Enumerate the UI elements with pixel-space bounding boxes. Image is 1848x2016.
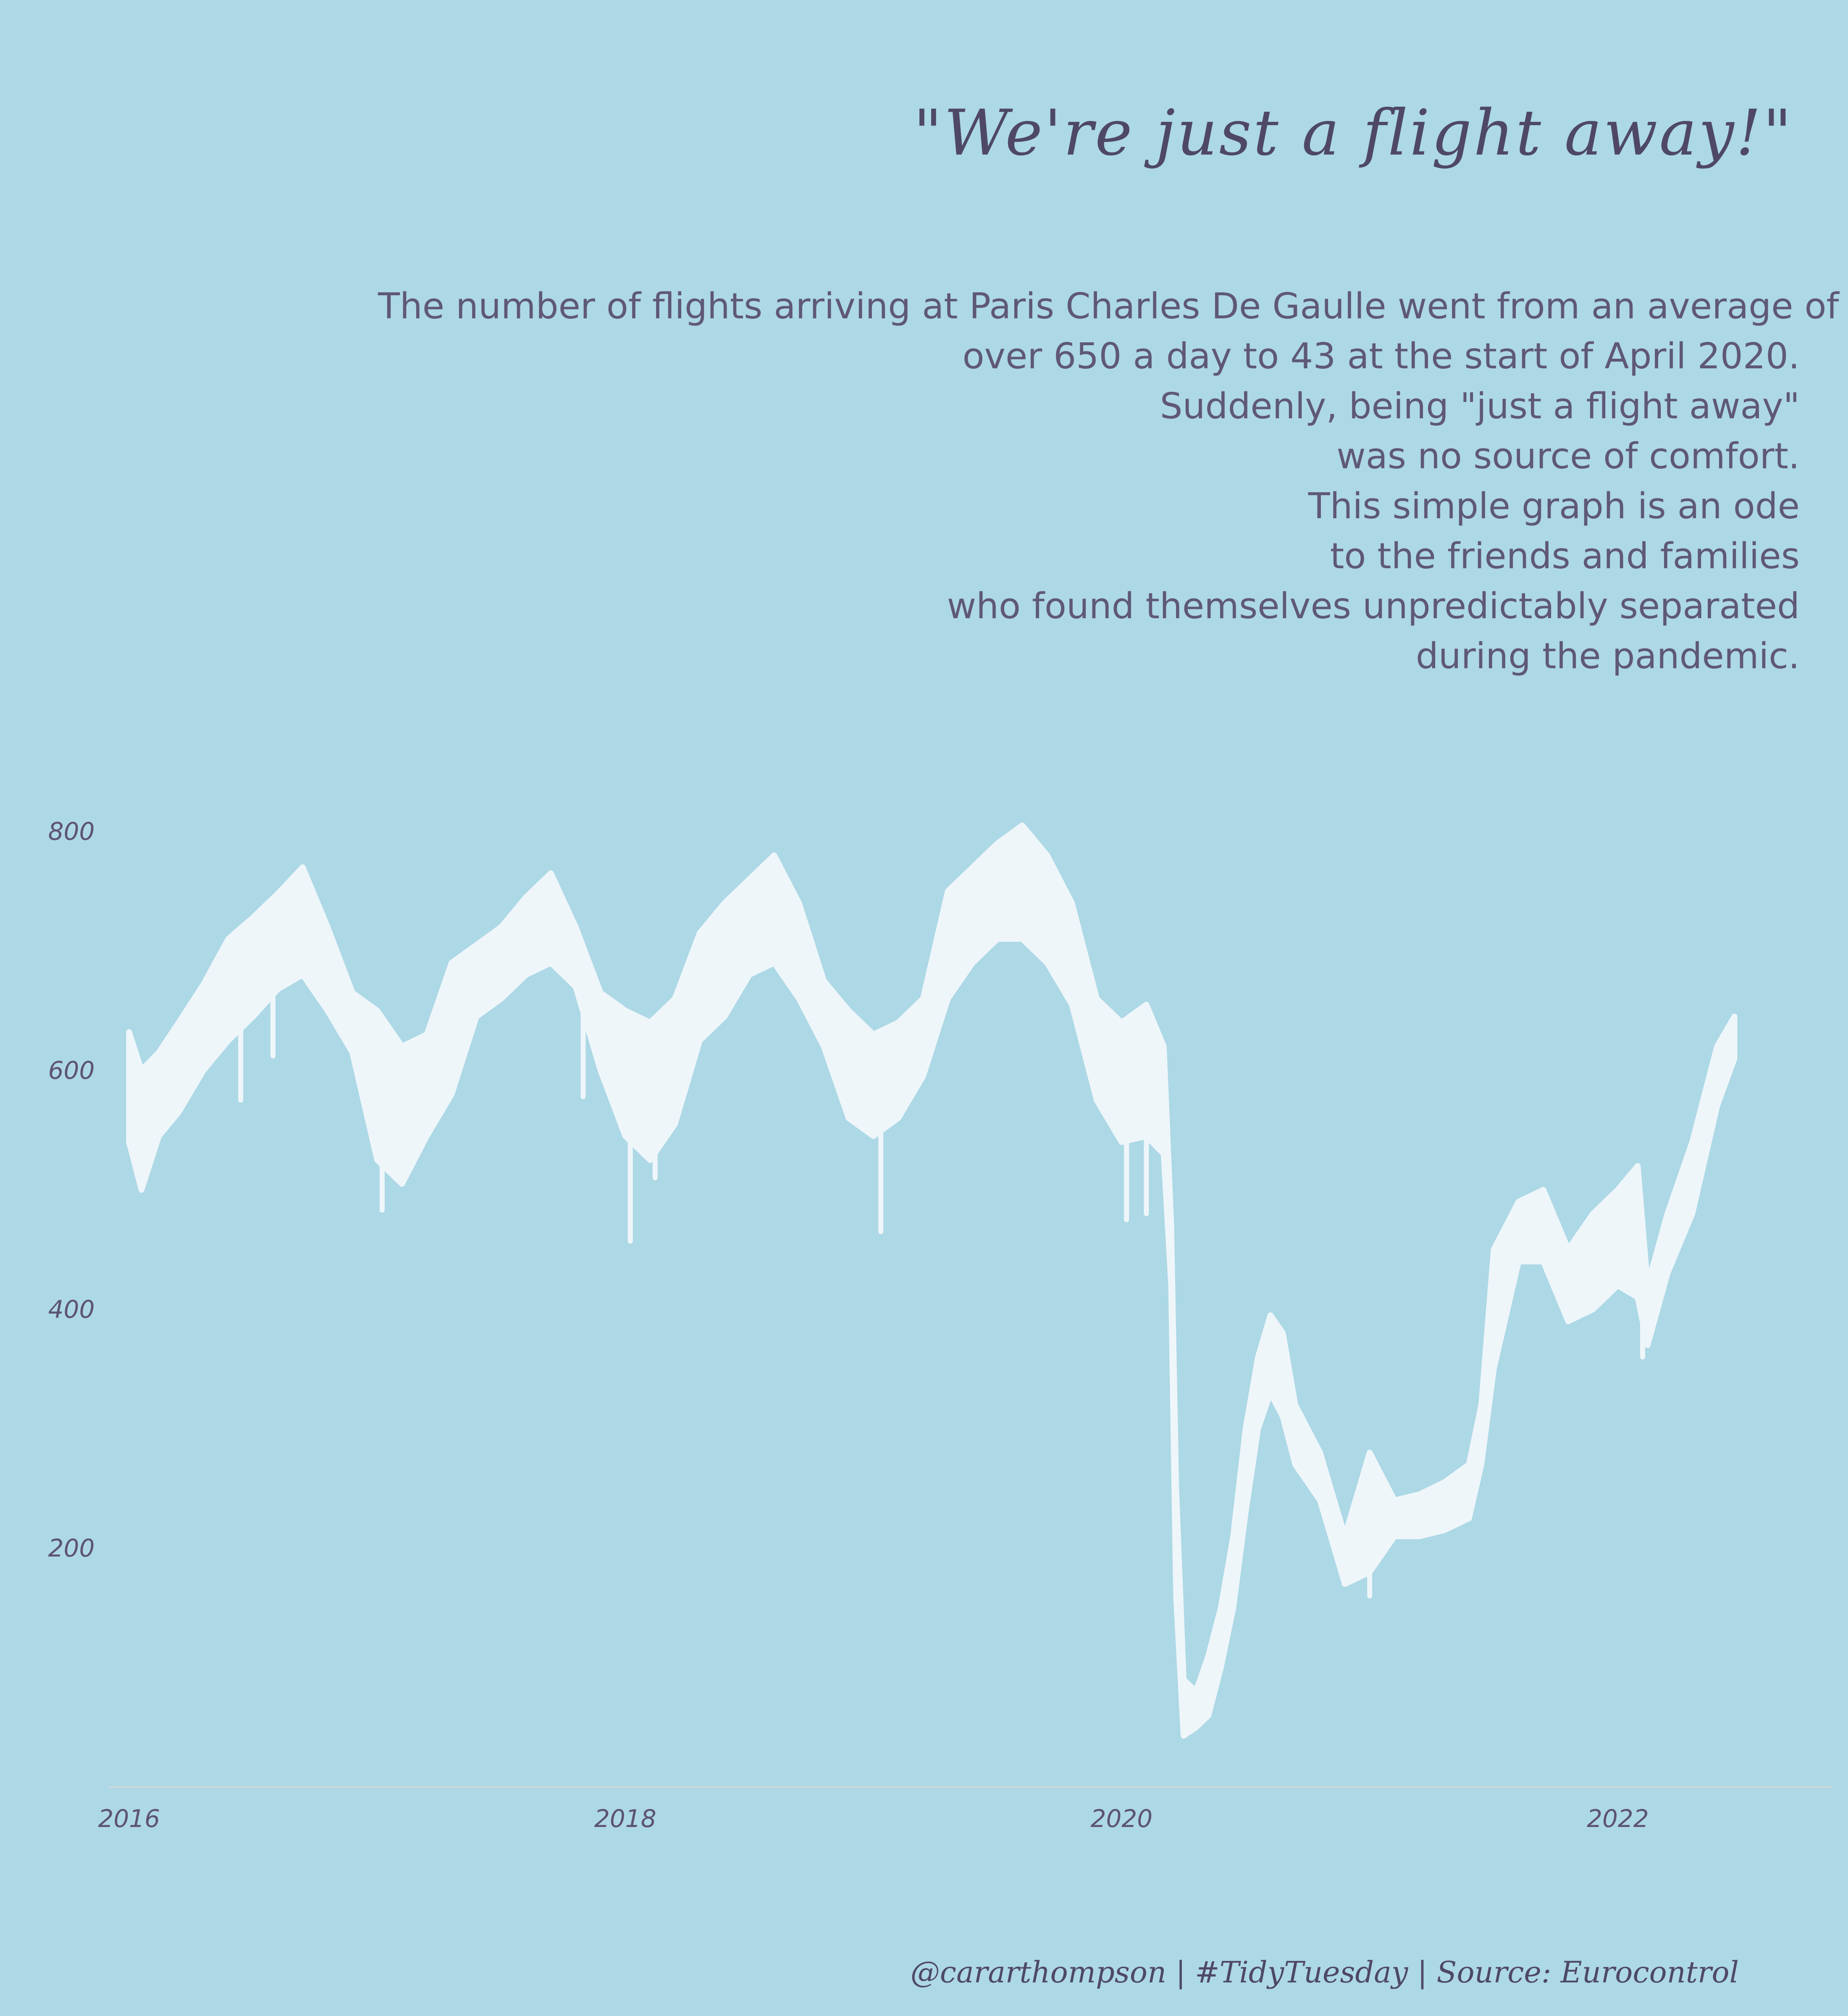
x-tick-label: 2016	[98, 1804, 160, 1833]
x-tick-label: 2020	[1091, 1804, 1153, 1833]
subtitle-line: over 650 a day to 43 at the start of Apr…	[962, 336, 1800, 377]
y-tick-label: 800	[48, 817, 95, 846]
subtitle-line: who found themselves unpredictably separ…	[947, 585, 1800, 627]
plot-area	[126, 822, 1738, 1739]
subtitle-line: during the pandemic.	[1415, 635, 1800, 677]
series-line	[126, 823, 1734, 1737]
y-tick-label: 400	[48, 1295, 95, 1323]
subtitle-line: to the friends and families	[1330, 536, 1800, 577]
subtitle-line: The number of flights arriving at Paris …	[378, 286, 1839, 327]
subtitle-line: was no source of comfort.	[1336, 436, 1800, 477]
y-tick-label: 600	[48, 1056, 95, 1084]
subtitle-line: Suddenly, being "just a flight away"	[1160, 386, 1800, 427]
x-tick-label: 2018	[594, 1804, 656, 1833]
chart-caption: @cararthompson | #TidyTuesday | Source: …	[910, 1955, 1739, 1990]
axes: 2016 2018 2020 2022 200 400 600 800	[48, 817, 1831, 1833]
subtitle-line: This simple graph is an ode	[1308, 486, 1800, 527]
chart-subtitle: The number of flights arriving at Paris …	[378, 281, 1839, 681]
x-tick-label: 2022	[1587, 1804, 1649, 1833]
y-tick-label: 200	[48, 1534, 95, 1562]
chart-title: "We're just a flight away!"	[913, 97, 1793, 170]
